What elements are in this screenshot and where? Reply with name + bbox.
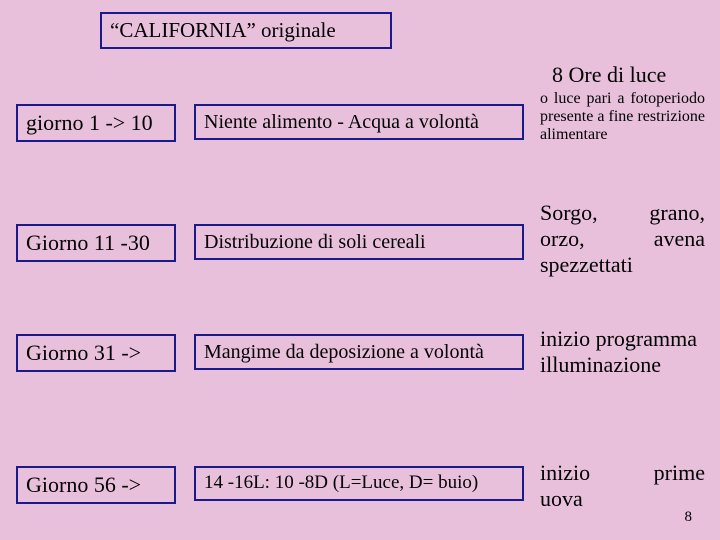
feeding-1-text: Niente alimento - Acqua a volontà bbox=[204, 111, 479, 133]
note-4: inizio uova prime bbox=[540, 460, 705, 512]
hours-of-light-text: 8 Ore di luce bbox=[552, 62, 666, 87]
note-4-text-b: prime bbox=[654, 460, 705, 512]
day-range-1-box: giorno 1 -> 10 bbox=[16, 104, 176, 142]
feeding-2-text: Distribuzione di soli cereali bbox=[204, 231, 426, 253]
note-3: inizio programma illuminazione bbox=[540, 326, 705, 378]
slide-number: 8 bbox=[685, 509, 693, 526]
feeding-4-text: 14 -16L: 10 -8D (L=Luce, D= buio) bbox=[204, 472, 478, 493]
day-range-2-box: Giorno 11 -30 bbox=[16, 224, 176, 262]
day-range-4-box: Giorno 56 -> bbox=[16, 466, 176, 504]
note-2-text: Sorgo, grano, orzo, avena spezzettati bbox=[540, 200, 705, 277]
feeding-4-box: 14 -16L: 10 -8D (L=Luce, D= buio) bbox=[194, 466, 524, 501]
feeding-2-box: Distribuzione di soli cereali bbox=[194, 224, 524, 260]
title-box: “CALIFORNIA” originale bbox=[100, 12, 392, 49]
day-range-3-text: Giorno 31 -> bbox=[26, 340, 141, 365]
day-range-4-text: Giorno 56 -> bbox=[26, 472, 141, 497]
note-1: o luce pari a fotoperiodo presente a fin… bbox=[540, 90, 705, 144]
day-range-1-text: giorno 1 -> 10 bbox=[26, 110, 153, 135]
day-range-3-box: Giorno 31 -> bbox=[16, 334, 176, 372]
hours-of-light-label: 8 Ore di luce bbox=[552, 62, 666, 88]
feeding-3-box: Mangime da deposizione a volontà bbox=[194, 334, 524, 370]
feeding-1-box: Niente alimento - Acqua a volontà bbox=[194, 104, 524, 140]
slide-number-text: 8 bbox=[685, 509, 693, 525]
feeding-3-text: Mangime da deposizione a volontà bbox=[204, 341, 484, 363]
note-3-text: inizio programma illuminazione bbox=[540, 326, 697, 377]
title-text: “CALIFORNIA” originale bbox=[110, 18, 336, 42]
note-4-text-a: inizio uova bbox=[540, 460, 600, 512]
note-1-text: o luce pari a fotoperiodo presente a fin… bbox=[540, 90, 705, 143]
note-2: Sorgo, grano, orzo, avena spezzettati bbox=[540, 200, 705, 278]
day-range-2-text: Giorno 11 -30 bbox=[26, 230, 150, 255]
